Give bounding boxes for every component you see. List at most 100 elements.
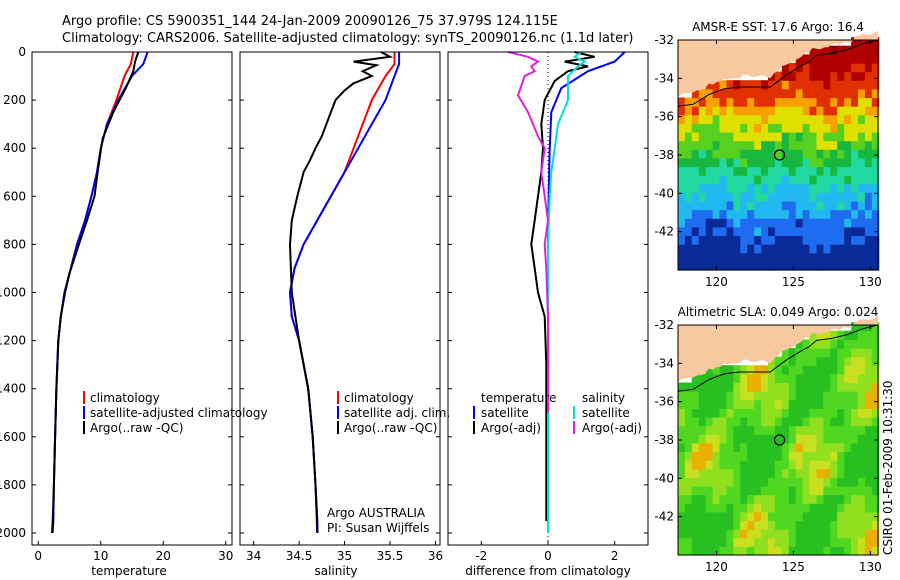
sla-cell — [809, 356, 817, 366]
sst-cell — [747, 192, 755, 202]
sla-cell — [830, 417, 838, 427]
sst-cell — [844, 140, 852, 150]
sla-cell — [802, 537, 811, 547]
sla-cell — [871, 399, 880, 409]
sla-cell — [851, 408, 859, 418]
sla-cell — [678, 494, 686, 504]
sst-cell — [740, 88, 748, 99]
sla-cell — [844, 339, 852, 349]
sla-cell — [698, 382, 707, 392]
sla-cell — [747, 520, 755, 530]
sst-cell — [712, 192, 721, 202]
sst-cell — [837, 54, 845, 64]
sst-cell — [761, 140, 769, 150]
sla-cell — [719, 494, 727, 504]
sla-cell — [774, 442, 783, 453]
sst-cell — [726, 175, 734, 185]
sst-cell — [740, 175, 748, 185]
sla-cell — [733, 373, 741, 384]
sla-cell — [754, 520, 762, 530]
sst-xtick-label: 120 — [705, 275, 728, 289]
sst-cell — [795, 183, 804, 193]
sla-cell — [837, 529, 845, 539]
sst-cell — [747, 88, 755, 99]
sst-cell — [871, 132, 880, 142]
sst-cell — [747, 218, 755, 228]
sst-cell — [712, 149, 721, 159]
sla-cell — [691, 425, 700, 435]
sla-cell — [733, 477, 741, 487]
sst-cell — [768, 80, 776, 90]
sla-cell — [837, 434, 845, 444]
sla-cell — [788, 373, 797, 384]
sst-cell — [858, 88, 866, 99]
sst-cell — [802, 54, 811, 64]
sst-cell — [837, 132, 845, 142]
sst-cell — [740, 132, 748, 142]
sla-cell — [774, 486, 783, 496]
sla-cell — [864, 537, 873, 547]
sla-cell — [740, 529, 748, 539]
sst-cell — [871, 252, 880, 262]
sla-cell — [802, 477, 811, 487]
sst-cell — [830, 175, 838, 185]
sst-cell — [864, 192, 873, 202]
sst-cell — [781, 123, 790, 133]
sst-cell — [698, 123, 707, 133]
sla-cell — [733, 503, 741, 513]
sst-cell — [781, 80, 790, 90]
sst-cell — [851, 261, 859, 271]
sst-cell — [795, 175, 804, 185]
sst-map: AMSR-E SST: 17.6 Argo: 16.4 120 125 130 -32… — [654, 20, 881, 289]
sst-cell — [705, 261, 714, 271]
sst-cell — [816, 261, 824, 271]
sla-cell — [774, 529, 783, 539]
sst-cell — [871, 183, 880, 193]
sla-cell — [837, 382, 845, 392]
sst-cell — [726, 261, 734, 271]
sla-cell — [837, 460, 845, 470]
sla-cell — [802, 382, 811, 392]
sst-cell — [733, 226, 741, 237]
sla-cell — [781, 365, 790, 375]
sla-cell — [830, 529, 838, 539]
sst-cell — [788, 252, 797, 262]
sst-cell — [726, 192, 734, 202]
sst-cell — [774, 166, 783, 176]
sst-cell — [788, 166, 797, 176]
sla-cell — [864, 503, 873, 513]
sst-cell — [726, 244, 734, 254]
sst-cell — [719, 97, 727, 107]
sst-cell — [781, 63, 790, 73]
sla-cell — [871, 468, 880, 478]
sla-cell — [691, 529, 700, 539]
sla-cell — [684, 434, 693, 444]
sst-cell — [768, 218, 776, 228]
sla-cell — [719, 434, 727, 444]
sst-cell — [823, 244, 831, 254]
sst-cell — [809, 218, 817, 228]
sst-cell — [809, 183, 817, 193]
sla-cell — [788, 494, 797, 504]
sst-cell — [705, 244, 714, 254]
sla-cell — [823, 330, 831, 340]
sla-cell — [691, 399, 700, 409]
sla-cell — [733, 546, 741, 556]
sst-cell — [864, 175, 873, 185]
temperature-axes-frame — [31, 51, 233, 546]
sst-cell — [705, 175, 714, 185]
sst-cell — [864, 226, 873, 237]
difference-legend: temperature satellite Argo(-adj) salinit… — [473, 391, 642, 435]
sla-cell — [740, 425, 748, 435]
sst-cell — [871, 201, 880, 211]
sla-cell — [754, 486, 762, 496]
sst-cell — [816, 123, 824, 133]
sla-cell — [774, 391, 783, 401]
sst-cell — [768, 106, 776, 116]
sst-cell — [844, 157, 852, 168]
sla-cell — [858, 425, 866, 435]
sla-cell — [781, 417, 790, 427]
sla-cell — [816, 348, 824, 358]
sla-cell — [837, 330, 845, 340]
sla-cell — [740, 408, 748, 418]
